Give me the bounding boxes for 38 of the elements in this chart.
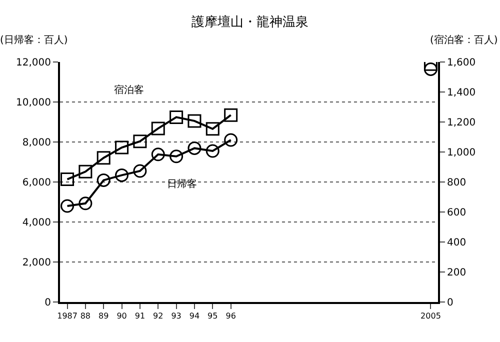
y-tick-label: 12,000: [16, 58, 51, 68]
x-tick-label: 90: [116, 312, 127, 321]
y-tick-label: 10,000: [16, 98, 51, 108]
point: [188, 114, 202, 128]
point: [151, 122, 165, 136]
y2-tick-label: 1,200: [447, 118, 476, 128]
x-tick-label: 92: [153, 312, 164, 321]
point: [206, 122, 220, 136]
chart-title: 護摩壇山・龍神温泉: [192, 15, 308, 30]
y2-tick-label: 0: [447, 298, 454, 308]
series-label: 日帰客: [167, 178, 197, 190]
y-tick-label: 0: [44, 298, 51, 308]
y2-tick-label: 1,400: [447, 88, 476, 98]
x-tick-label: 88: [80, 312, 91, 321]
y-tick-label: 2,000: [22, 258, 51, 268]
y-tick-label: 6,000: [22, 178, 51, 188]
y-axis-title: (日帰客：百人): [0, 34, 68, 46]
x-tick-label: 1987: [57, 312, 78, 321]
y2-tick-label: 800: [447, 178, 466, 188]
y2-axis-title: (宿泊客：百人): [430, 34, 498, 46]
y2-tick-label: 600: [447, 208, 466, 218]
y-tick-label: 4,000: [22, 218, 51, 228]
point: [224, 108, 238, 122]
y2-tick-label: 1,000: [447, 148, 476, 158]
x-tick-label: 96: [226, 312, 236, 321]
x-tick-label: 2005: [420, 312, 441, 321]
point: [424, 62, 438, 76]
text: 宿泊客: [114, 84, 144, 96]
point: [170, 110, 184, 124]
x-tick-label: 89: [98, 312, 109, 321]
x-tick-label: 95: [208, 312, 218, 321]
x-tick-label: 91: [134, 312, 146, 321]
x-tick-label: 93: [171, 312, 182, 321]
x-tick-label: 94: [189, 312, 200, 321]
y2-tick-label: 1,600: [447, 58, 476, 68]
y-tick-label: 8,000: [22, 138, 51, 148]
y2-tick-label: 400: [447, 238, 466, 248]
y2-tick-label: 200: [447, 268, 466, 278]
